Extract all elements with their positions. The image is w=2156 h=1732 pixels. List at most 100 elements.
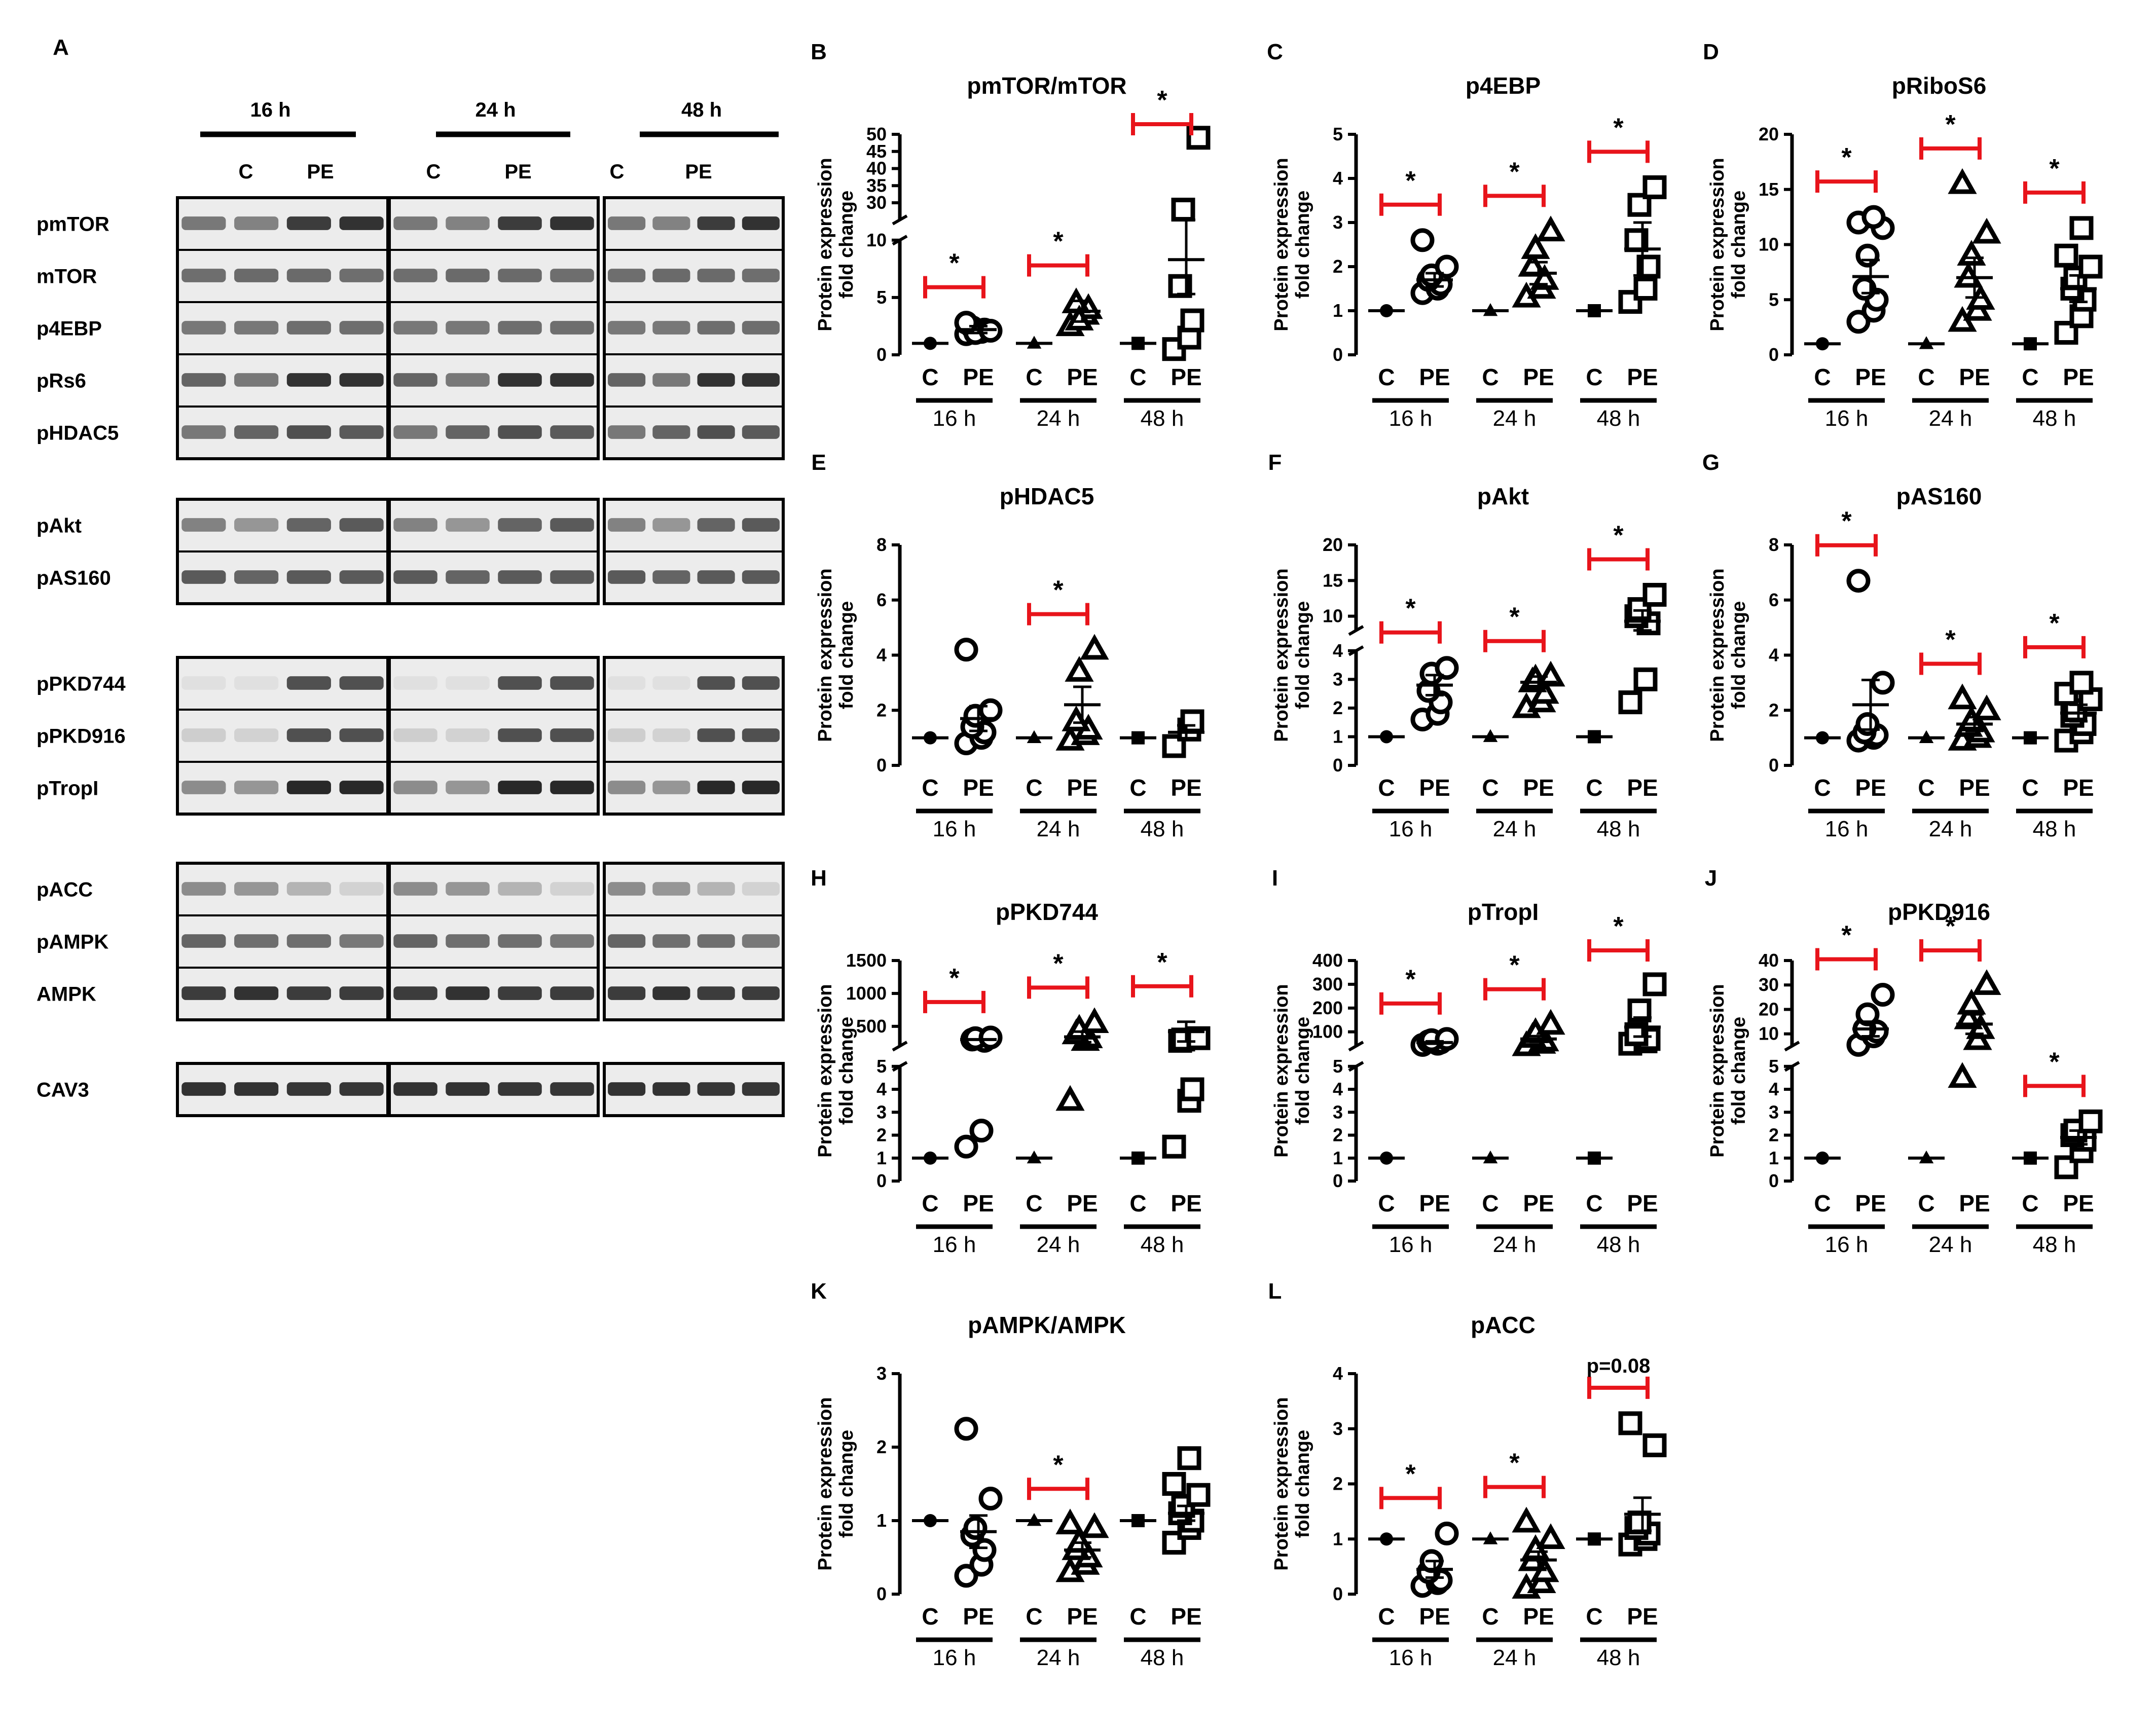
blot-band xyxy=(234,425,279,439)
data-point-square xyxy=(2054,321,2078,345)
blot-band xyxy=(234,934,279,948)
blot-band xyxy=(181,321,226,335)
blot-row-label: pmTOR xyxy=(36,213,109,236)
x-time-label: 16 h xyxy=(1389,817,1433,841)
x-time-label: 16 h xyxy=(933,1232,976,1257)
blot-band xyxy=(697,570,735,584)
blot-band xyxy=(608,676,646,690)
data-point-square xyxy=(2078,1109,2103,1133)
blot-band xyxy=(498,882,542,896)
y-tick-label: 4 xyxy=(876,1079,887,1099)
y-tick-label: 5 xyxy=(1333,124,1343,144)
data-point-circle xyxy=(1435,1027,1459,1051)
blot-band xyxy=(393,986,437,1000)
data-point-triangle xyxy=(1536,215,1565,242)
blot-group-frame xyxy=(603,862,785,1021)
x-category-label: C xyxy=(1482,1603,1499,1630)
blot-band xyxy=(446,216,490,230)
data-point-circle xyxy=(954,638,978,662)
significance-label: * xyxy=(1053,949,1064,978)
panel-letter: L xyxy=(1268,1279,1282,1304)
blot-band xyxy=(339,216,384,230)
x-time-label: 48 h xyxy=(2033,1232,2076,1257)
significance-label: * xyxy=(1945,625,1956,655)
x-category-label: C xyxy=(1378,364,1395,390)
blot-band xyxy=(286,1082,331,1096)
blot-band xyxy=(393,1082,437,1096)
blot-band xyxy=(339,570,384,584)
data-point-triangle xyxy=(1957,988,1986,1015)
data-point-square xyxy=(1186,1483,1211,1507)
x-category-label: PE xyxy=(1419,364,1450,390)
data-point-circle xyxy=(963,1516,988,1540)
significance-label: * xyxy=(1841,507,1852,536)
blot-band xyxy=(742,728,780,742)
x-category-label: PE xyxy=(1171,775,1201,801)
x-category-label: PE xyxy=(963,364,994,390)
x-category-label: PE xyxy=(1855,775,1886,801)
blot-condition-label: C xyxy=(426,161,441,183)
axis-break-mark xyxy=(1348,1041,1364,1052)
significance-label: * xyxy=(1509,157,1520,187)
blot-band xyxy=(446,518,490,532)
y-tick-label: 10 xyxy=(1323,606,1343,627)
data-point-square xyxy=(1633,277,1658,301)
blot-band xyxy=(181,781,226,794)
blot-band xyxy=(742,934,780,948)
blot-band xyxy=(234,728,279,742)
blot-band xyxy=(608,373,646,387)
x-category-label: C xyxy=(1918,1190,1934,1217)
x-time-label: 16 h xyxy=(1825,1232,1869,1257)
y-tick-label: 2 xyxy=(876,1125,887,1146)
panel-letter: H xyxy=(811,866,827,891)
blot-band xyxy=(652,1082,690,1096)
blot-band xyxy=(697,373,735,387)
blot-band xyxy=(697,781,735,794)
blot-band xyxy=(742,882,780,896)
data-point-square xyxy=(1162,1134,1186,1159)
significance-label: * xyxy=(1613,113,1624,142)
blot-band xyxy=(286,570,331,584)
data-point-square xyxy=(1618,690,1642,715)
data-point-circle xyxy=(1871,983,1895,1007)
blot-band xyxy=(608,425,646,439)
blot-group-frame xyxy=(603,656,785,816)
x-time-label: 24 h xyxy=(1037,817,1080,841)
x-time-label: 48 h xyxy=(1597,1232,1640,1257)
blot-band xyxy=(393,882,437,896)
x-category-label: C xyxy=(1482,1190,1499,1217)
x-time-label: 48 h xyxy=(1141,1645,1184,1670)
blot-band xyxy=(286,781,331,794)
y-tick-label: 3 xyxy=(1333,1101,1343,1122)
blot-band xyxy=(339,728,384,742)
blot-condition-label: C xyxy=(610,161,625,183)
blot-band xyxy=(697,986,735,1000)
blot-band xyxy=(608,216,646,230)
blot-band xyxy=(652,986,690,1000)
blot-band xyxy=(286,728,331,742)
data-point-square xyxy=(2069,671,2094,695)
significance-label: * xyxy=(1509,1449,1520,1478)
blot-band xyxy=(446,570,490,584)
y-axis-label: fold change xyxy=(836,191,857,299)
blot-band xyxy=(181,728,226,742)
significance-label: * xyxy=(1841,143,1852,172)
blot-band xyxy=(608,781,646,794)
blot-band xyxy=(339,882,384,896)
y-axis-label: Protein expression xyxy=(1707,158,1728,331)
y-axis-label: fold change xyxy=(1292,1017,1313,1125)
x-category-label: C xyxy=(2022,775,2038,801)
x-time-label: 24 h xyxy=(1929,1232,1972,1257)
y-tick-label: 10 xyxy=(866,230,887,250)
blot-band xyxy=(339,518,384,532)
y-tick-label: 4 xyxy=(1333,640,1343,661)
data-point-circle xyxy=(954,1417,978,1441)
y-tick-label: 1 xyxy=(1333,1528,1343,1549)
blot-band xyxy=(446,728,490,742)
data-point-triangle xyxy=(1080,1512,1109,1538)
blot-band xyxy=(234,986,279,1000)
